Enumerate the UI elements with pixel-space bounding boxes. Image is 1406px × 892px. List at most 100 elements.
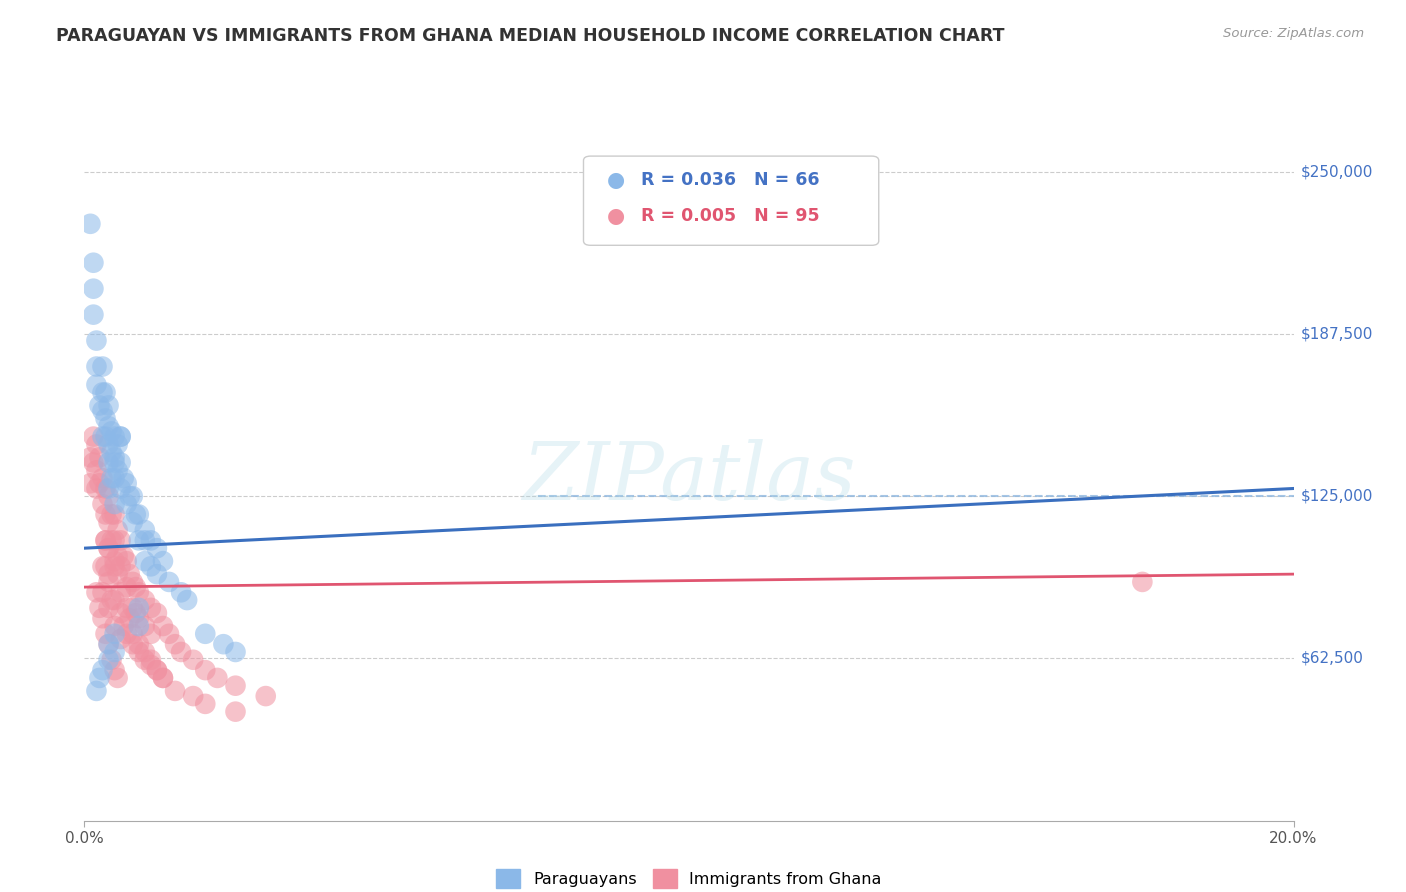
Point — [146, 663, 169, 677]
Point — [121, 515, 143, 529]
Text: ZIPatlas: ZIPatlas — [522, 440, 856, 516]
Point — [89, 399, 111, 413]
Point — [110, 429, 132, 443]
Point — [181, 689, 204, 703]
Point — [104, 627, 127, 641]
Point — [86, 463, 108, 477]
Point — [118, 489, 141, 503]
Point — [104, 508, 127, 522]
Point — [128, 585, 150, 599]
Point — [121, 574, 143, 589]
Point — [97, 541, 120, 556]
Point — [97, 567, 120, 582]
Point — [121, 600, 143, 615]
Point — [134, 533, 156, 548]
Point — [181, 653, 204, 667]
Point — [82, 308, 104, 322]
Point — [97, 489, 120, 503]
Point — [1130, 574, 1153, 589]
Text: R = 0.036   N = 66: R = 0.036 N = 66 — [641, 171, 820, 189]
Point — [97, 637, 120, 651]
Point — [97, 482, 120, 496]
Point — [110, 429, 132, 443]
Point — [139, 559, 162, 574]
Point — [86, 437, 108, 451]
Point — [110, 456, 132, 470]
Point — [100, 533, 122, 548]
Point — [91, 663, 114, 677]
Point — [152, 619, 174, 633]
Point — [125, 580, 148, 594]
Point — [125, 508, 148, 522]
Point — [97, 515, 120, 529]
Point — [115, 627, 138, 641]
Point — [91, 497, 114, 511]
Point — [170, 645, 193, 659]
Text: PARAGUAYAN VS IMMIGRANTS FROM GHANA MEDIAN HOUSEHOLD INCOME CORRELATION CHART: PARAGUAYAN VS IMMIGRANTS FROM GHANA MEDI… — [56, 27, 1005, 45]
Point — [91, 385, 114, 400]
Point — [118, 611, 141, 625]
Point — [104, 471, 127, 485]
Point — [91, 471, 114, 485]
Point — [134, 554, 156, 568]
Point — [146, 663, 169, 677]
Point — [112, 619, 135, 633]
Point — [115, 476, 138, 491]
Point — [100, 593, 122, 607]
Legend: Paraguayans, Immigrants from Ghana: Paraguayans, Immigrants from Ghana — [489, 863, 889, 892]
Point — [134, 645, 156, 659]
Point — [91, 359, 114, 374]
Point — [118, 567, 141, 582]
Point — [110, 559, 132, 574]
Point — [115, 600, 138, 615]
Text: $250,000: $250,000 — [1301, 164, 1372, 179]
Point — [112, 471, 135, 485]
Point — [139, 653, 162, 667]
Point — [194, 697, 217, 711]
Point — [89, 600, 111, 615]
Point — [82, 456, 104, 470]
Point — [107, 437, 129, 451]
Point — [121, 489, 143, 503]
Text: ●: ● — [607, 170, 624, 190]
Point — [254, 689, 277, 703]
Point — [91, 585, 114, 599]
Point — [79, 450, 101, 465]
Point — [152, 554, 174, 568]
Text: $125,000: $125,000 — [1301, 489, 1372, 504]
Point — [165, 684, 187, 698]
Point — [91, 403, 114, 417]
Point — [110, 482, 132, 496]
Point — [146, 567, 169, 582]
Point — [100, 445, 122, 459]
Point — [152, 671, 174, 685]
Point — [110, 533, 132, 548]
Point — [115, 554, 138, 568]
Point — [91, 559, 114, 574]
Point — [152, 671, 174, 685]
Point — [125, 606, 148, 620]
Point — [121, 637, 143, 651]
Point — [82, 256, 104, 270]
Point — [94, 482, 117, 496]
Text: $62,500: $62,500 — [1301, 651, 1364, 666]
Point — [207, 671, 229, 685]
Point — [97, 574, 120, 589]
Point — [97, 637, 120, 651]
Point — [128, 533, 150, 548]
Point — [100, 508, 122, 522]
Point — [107, 549, 129, 563]
Point — [86, 585, 108, 599]
Point — [225, 679, 247, 693]
Point — [104, 533, 127, 548]
Point — [86, 684, 108, 698]
Point — [94, 533, 117, 548]
Point — [94, 559, 117, 574]
Point — [97, 437, 120, 451]
Point — [104, 554, 127, 568]
Point — [176, 593, 198, 607]
Point — [104, 456, 127, 470]
Point — [104, 663, 127, 677]
Point — [89, 450, 111, 465]
Point — [134, 653, 156, 667]
